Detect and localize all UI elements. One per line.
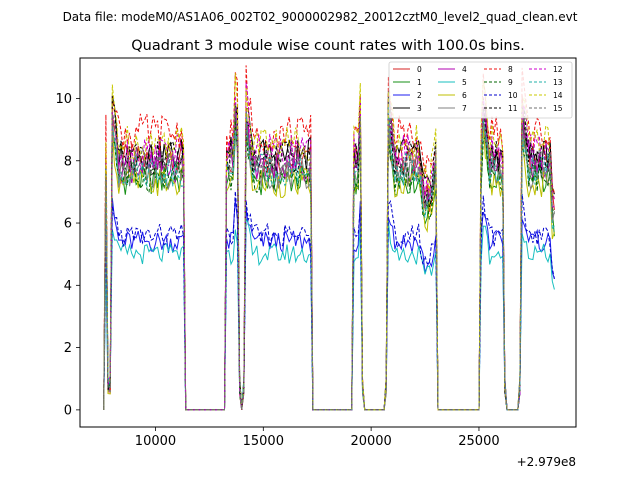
legend-label-9: 9 — [508, 78, 513, 87]
x-tick-label: 20000 — [350, 434, 391, 449]
legend-label-3: 3 — [417, 104, 422, 113]
series-line-11 — [103, 95, 555, 411]
legend-label-14: 14 — [553, 91, 563, 100]
y-tick-label: 0 — [64, 403, 72, 418]
legend-label-1: 1 — [417, 78, 422, 87]
chart-title: Quadrant 3 module wise count rates with … — [131, 38, 525, 54]
y-axis: 0 2 4 6 8 10 — [55, 92, 80, 418]
legend-label-6: 6 — [462, 91, 467, 100]
x-offset-label: +2.979e8 — [517, 455, 576, 469]
legend-frame — [388, 61, 573, 119]
y-tick-label: 10 — [55, 92, 72, 107]
y-tick-label: 4 — [64, 279, 72, 294]
y-tick-label: 6 — [64, 217, 72, 232]
plot-area — [79, 57, 577, 428]
x-tick-label: 15000 — [243, 434, 284, 449]
legend-label-2: 2 — [417, 91, 422, 100]
figure-suptitle: Data file: modeM0/AS1A06_002T02_90000029… — [63, 10, 578, 24]
x-tick-label: 25000 — [458, 434, 499, 449]
legend-label-7: 7 — [462, 104, 467, 113]
x-tick-label: 10000 — [135, 434, 176, 449]
series-line-13 — [103, 107, 555, 411]
legend-label-5: 5 — [462, 78, 467, 87]
axes-frame — [79, 57, 577, 428]
y-tick-label: 8 — [64, 154, 72, 169]
legend-label-10: 10 — [508, 91, 518, 100]
series-line-15 — [103, 103, 555, 411]
legend-label-13: 13 — [553, 78, 563, 87]
y-tick-label: 2 — [64, 341, 72, 356]
legend-label-15: 15 — [553, 104, 563, 113]
legend-label-12: 12 — [553, 65, 563, 74]
x-axis: 10000 15000 20000 25000 — [135, 427, 500, 449]
legend-label-0: 0 — [417, 65, 422, 74]
legend-label-4: 4 — [462, 65, 467, 74]
legend-label-8: 8 — [508, 65, 513, 74]
legend-label-11: 11 — [508, 104, 518, 113]
